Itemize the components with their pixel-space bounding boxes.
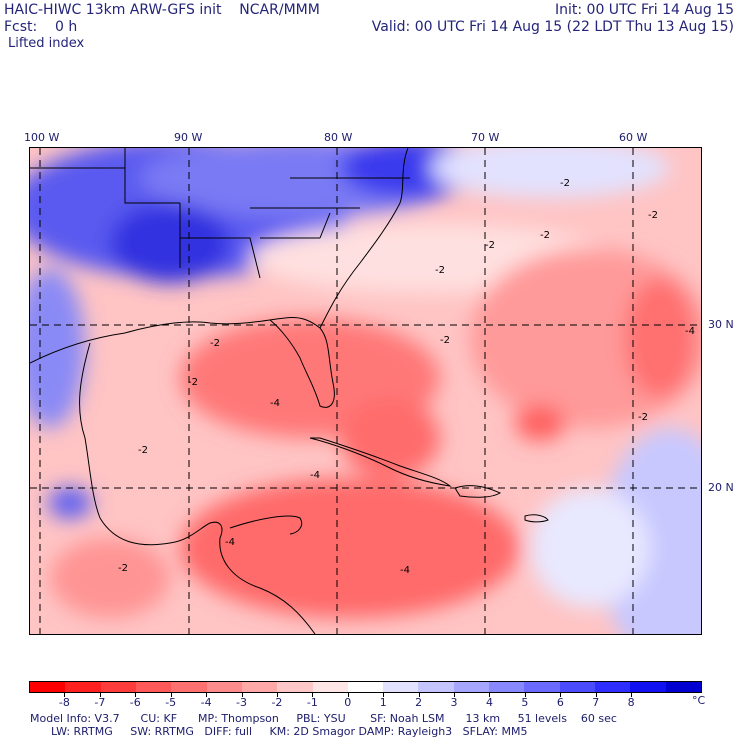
lat-lon-grid [30, 148, 701, 634]
colorbar-tick [135, 693, 137, 697]
colorbar-tick [64, 693, 66, 697]
lat-label-20n: 20 N [708, 481, 734, 494]
colorbar-swatch [383, 682, 419, 692]
colorbar-tick [99, 693, 101, 697]
contour-label: -2 [118, 563, 128, 574]
contour-label: -4 [270, 398, 280, 409]
colorbar-swatch [595, 682, 631, 692]
colorbar-swatch [418, 682, 454, 692]
contour-label: -2 [560, 178, 570, 189]
colorbar-swatch [100, 682, 136, 692]
colorbar-swatch [347, 682, 384, 692]
colorbar-swatch [630, 682, 666, 692]
colorbar-swatch [453, 682, 490, 692]
coastlines [30, 148, 549, 634]
colorbar-label: -5 [165, 696, 177, 709]
model-title: HAIC-HIWC 13km ARW-GFS init NCAR/MMM [4, 2, 320, 18]
colorbar-label: 4 [485, 696, 493, 709]
contour-label: -2 [138, 445, 148, 456]
colorbar-label: -2 [271, 696, 283, 709]
colorbar-swatch [524, 682, 560, 692]
lon-label-90w: 90 W [174, 131, 203, 144]
colorbar-tick [489, 693, 491, 697]
colorbar-swatch [65, 682, 101, 692]
contour-label: -4 [400, 565, 410, 576]
colorbar-label: -4 [200, 696, 212, 709]
colorbar-label: 2 [415, 696, 423, 709]
colorbar-tick [276, 693, 278, 697]
init-time: Init: 00 UTC Fri 14 Aug 15 [554, 2, 734, 18]
colorbar-swatch [665, 682, 701, 692]
colorbar-label: 7 [592, 696, 600, 709]
colorbar-swatch [241, 682, 278, 692]
contour-label: -2 [210, 338, 220, 349]
lon-label-100w: 100 W [24, 131, 60, 144]
colorbar-label: 3 [450, 696, 458, 709]
colorbar-label: -3 [236, 696, 247, 709]
contour-label: -4 [310, 470, 320, 481]
field-name: Lifted index [8, 36, 85, 51]
contour-label: -2 [540, 230, 550, 241]
colorbar-swatch [135, 682, 172, 692]
contour-label: -4 [225, 537, 235, 548]
colorbar-label: 1 [379, 696, 387, 709]
colorbar-tick [454, 693, 456, 697]
colorbar-label: 5 [521, 696, 529, 709]
model-info-line2: LW: RRTMG SW: RRTMG DIFF: full KM: 2D Sm… [30, 725, 528, 738]
colorbar-tick [312, 693, 314, 697]
colorbar-label: 8 [627, 696, 635, 709]
lon-label-60w: 60 W [619, 131, 648, 144]
colorbar-tick [383, 693, 385, 697]
colorbar-tick [241, 693, 243, 697]
colorbar-label: -8 [58, 696, 70, 709]
lon-label-70w: 70 W [471, 131, 500, 144]
colorbar-swatch [312, 682, 348, 692]
lon-label-80w: 80 W [324, 131, 353, 144]
colorbar-label: -6 [129, 696, 141, 709]
colorbar-label: -1 [306, 696, 318, 709]
contour-label: -2 [638, 412, 648, 423]
contour-label: -2 [435, 265, 445, 276]
contour-label: -2 [188, 377, 198, 388]
colorbar-label: -7 [94, 696, 106, 709]
colorbar-tick [347, 693, 349, 697]
lifted-index-colorbar [29, 681, 702, 693]
colorbar-label: 6 [556, 696, 564, 709]
colorbar-swatch [489, 682, 525, 692]
valid-time: Valid: 00 UTC Fri 14 Aug 15 (22 LDT Thu … [371, 19, 734, 35]
contour-label: -2 [440, 335, 450, 346]
contour-label: -2 [648, 210, 658, 221]
lifted-index-map: -2 -2 -4 -2 -4 -2 -2 -2 -2 -2 -2 -2 -4 -… [29, 147, 702, 635]
colorbar-tick [206, 693, 208, 697]
colorbar-tick [560, 693, 562, 697]
forecast-hour: Fcst: 0 h [4, 19, 78, 35]
colorbar-tick [595, 693, 597, 697]
colorbar-swatch [206, 682, 242, 692]
colorbar-swatch [277, 682, 313, 692]
colorbar-swatch [559, 682, 595, 692]
colorbar-swatch [30, 682, 66, 692]
colorbar-tick [170, 693, 172, 697]
colorbar-label: 0 [344, 696, 352, 709]
colorbar-tick [418, 693, 420, 697]
lifted-index-shading [30, 148, 701, 634]
contour-label: -4 [685, 326, 695, 337]
colorbar-tick [524, 693, 526, 697]
colorbar-tick [631, 693, 633, 697]
colorbar-unit: °C [692, 694, 706, 707]
model-info-line1: Model Info: V3.7 CU: KF MP: Thompson PBL… [30, 712, 617, 725]
colorbar-swatch [171, 682, 207, 692]
contour-label: -2 [485, 240, 495, 251]
lat-label-30n: 30 N [708, 318, 734, 331]
